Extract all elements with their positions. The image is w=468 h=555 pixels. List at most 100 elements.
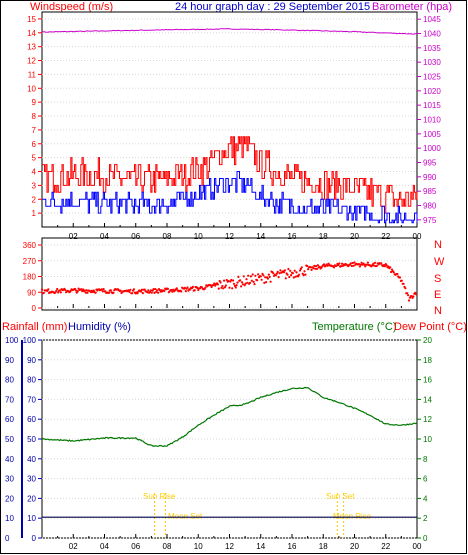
direction-point	[372, 262, 375, 265]
direction-point	[232, 279, 235, 282]
rain-tick-label: 0	[5, 534, 10, 543]
direction-point	[237, 275, 240, 278]
direction-point	[153, 291, 156, 294]
direction-point	[390, 270, 393, 274]
temp-tick-label: 6	[423, 475, 428, 484]
direction-point	[224, 284, 227, 287]
dewpoint-label: Dew Point (°C)	[394, 321, 467, 333]
direction-point	[396, 273, 399, 276]
hum-tick-label: 60	[27, 415, 36, 424]
baro-tick-label: 975	[423, 216, 437, 225]
windspeed-line	[42, 136, 418, 214]
wind-x-tick-label: 22	[381, 232, 390, 241]
direction-point	[312, 267, 315, 270]
direction-point	[373, 264, 376, 267]
rain-tick-label: 70	[5, 395, 14, 404]
barometer-line	[41, 28, 417, 35]
direction-point	[230, 278, 233, 282]
direction-point	[360, 261, 363, 264]
direction-point	[313, 264, 316, 267]
temp-x-tick-label: 04	[100, 542, 109, 551]
direction-point	[143, 288, 146, 291]
direction-point	[338, 262, 341, 265]
direction-point	[274, 274, 277, 277]
direction-point	[140, 288, 144, 291]
wind-tick-label: 2	[32, 195, 37, 204]
hum-tick-label: 10	[27, 514, 36, 523]
temp-tick-label: 4	[423, 494, 428, 503]
graph-title: 24 hour graph day : 29 September 2015	[175, 1, 370, 13]
direction-point	[210, 285, 213, 289]
direction-point	[373, 261, 377, 264]
direction-point	[129, 288, 132, 291]
direction-point	[295, 271, 298, 274]
direction-point	[232, 282, 236, 285]
direction-point	[340, 262, 344, 265]
wind-x-tick-label: 16	[288, 232, 297, 241]
wind-x-tick-label: 20	[350, 232, 359, 241]
direction-point	[150, 291, 153, 294]
direction-point	[383, 265, 386, 268]
wind-tick-label: 4	[32, 168, 37, 177]
direction-point	[112, 291, 115, 294]
direction-point	[240, 281, 244, 284]
baro-tick-label: 985	[423, 187, 437, 196]
wind-x-tick-label: 00	[413, 232, 422, 241]
wind-tick-label: 12	[27, 57, 36, 66]
rainfall-label: Rainfall (mm)	[2, 321, 67, 333]
baro-tick-label: 1010	[423, 116, 441, 125]
direction-point	[275, 272, 278, 275]
direction-point	[410, 295, 413, 298]
direction-point	[310, 268, 313, 271]
direction-point	[56, 287, 59, 291]
direction-point	[157, 291, 160, 294]
temp-x-tick-label: 00	[413, 542, 422, 551]
direction-point	[219, 281, 222, 284]
wind-tick-label: 13	[27, 43, 36, 52]
direction-point	[186, 286, 189, 289]
wind-x-tick-label: 06	[131, 232, 140, 241]
direction-point	[247, 274, 250, 277]
compass-n-top: N	[434, 239, 442, 251]
direction-point	[245, 278, 248, 281]
direction-point	[170, 288, 173, 292]
barometer-label: Barometer (hpa)	[372, 1, 452, 13]
hum-tick-label: 70	[27, 395, 36, 404]
dir-tick-label: 90	[27, 288, 36, 297]
direction-point	[47, 288, 50, 291]
direction-point	[412, 295, 415, 298]
baro-tick-label: 1020	[423, 87, 441, 96]
direction-point	[131, 292, 134, 295]
wind-x-tick-label: 18	[319, 232, 328, 241]
temp-tick-label: 10	[423, 435, 432, 444]
direction-point	[318, 265, 321, 268]
temperature-label: Temperature (°C)	[312, 321, 396, 333]
direction-point	[366, 261, 369, 264]
direction-point	[148, 290, 152, 293]
direction-point	[400, 279, 403, 282]
direction-point	[40, 288, 44, 291]
temp-x-tick-label: 08	[163, 542, 172, 551]
direction-point	[294, 275, 297, 278]
direction-point	[152, 288, 155, 291]
wind-tick-label: 9	[32, 98, 37, 107]
wind-x-tick-label: 04	[100, 232, 109, 241]
wind-x-tick-label: 12	[225, 232, 234, 241]
direction-point	[175, 287, 178, 290]
temp-tick-label: 14	[423, 395, 432, 404]
direction-point	[217, 287, 220, 290]
direction-point	[288, 275, 291, 279]
direction-point	[94, 291, 97, 294]
direction-point	[254, 274, 257, 277]
direction-point	[248, 281, 252, 284]
direction-point	[249, 275, 252, 278]
hum-tick-label: 0	[32, 534, 37, 543]
temp-x-tick-label: 06	[131, 542, 140, 551]
baro-tick-label: 1015	[423, 101, 441, 110]
moon-rise-label: Moon Rise	[333, 512, 372, 521]
direction-point	[292, 276, 295, 279]
direction-point	[406, 292, 409, 295]
direction-point	[340, 265, 343, 268]
temp-x-tick-label: 14	[256, 542, 265, 551]
direction-point	[316, 264, 319, 267]
